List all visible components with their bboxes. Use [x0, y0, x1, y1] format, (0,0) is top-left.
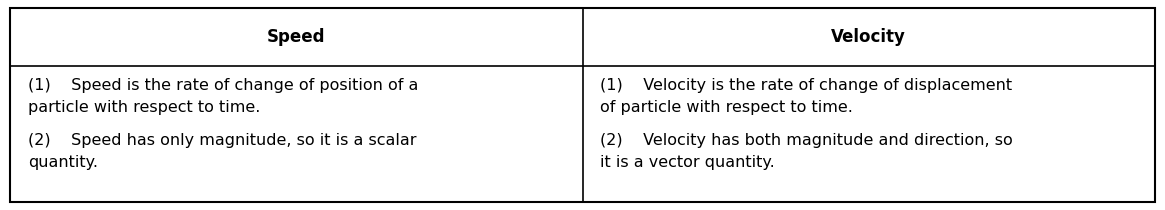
Text: quantity.: quantity. [28, 155, 98, 170]
Text: (1)    Speed is the rate of change of position of a: (1) Speed is the rate of change of posit… [28, 78, 418, 93]
Text: Velocity: Velocity [832, 28, 906, 46]
Text: particle with respect to time.: particle with respect to time. [28, 100, 260, 115]
Text: (1)    Velocity is the rate of change of displacement: (1) Velocity is the rate of change of di… [600, 78, 1012, 93]
Text: it is a vector quantity.: it is a vector quantity. [600, 155, 775, 170]
Text: (2)    Velocity has both magnitude and direction, so: (2) Velocity has both magnitude and dire… [600, 133, 1014, 148]
Text: Speed: Speed [267, 28, 325, 46]
Text: (2)    Speed has only magnitude, so it is a scalar: (2) Speed has only magnitude, so it is a… [28, 133, 417, 148]
Text: of particle with respect to time.: of particle with respect to time. [600, 100, 854, 115]
